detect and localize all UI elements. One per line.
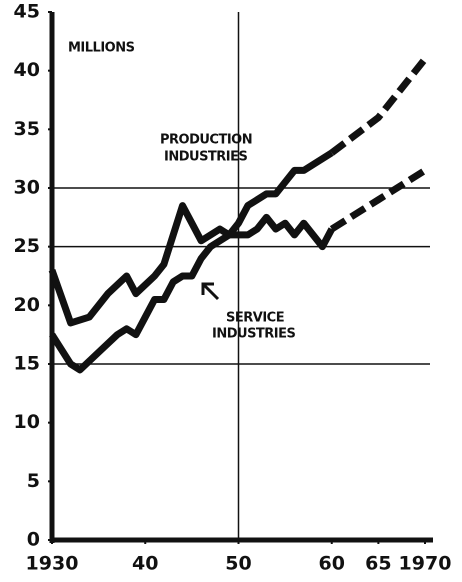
y-tick-label: 5 (27, 470, 40, 492)
annotation: PRODUCTION (160, 133, 252, 148)
series-line (49, 149, 334, 374)
y-tick-label: 35 (14, 118, 40, 140)
annotation: INDUSTRIES (164, 150, 248, 165)
projection-line (329, 167, 427, 233)
series-line (48, 202, 335, 327)
y-tick-label: 40 (14, 59, 40, 81)
x-tick-label: 40 (132, 553, 158, 575)
y-tick-label: 30 (14, 177, 40, 199)
x-tick-label: 65 (365, 553, 391, 575)
x-tick-label: 1930 (26, 553, 79, 575)
y-tick-label: 0 (27, 529, 40, 551)
annotation: SERVICE (226, 311, 284, 326)
y-tick-label: 45 (14, 1, 40, 23)
annotation: INDUSTRIES (212, 327, 296, 342)
projection-line (329, 56, 428, 156)
x-tick-label: 50 (225, 553, 251, 575)
y-tick-label: 10 (14, 411, 40, 433)
x-tick-label: 60 (319, 553, 345, 575)
arrow (201, 282, 220, 301)
y-tick-label: 25 (14, 235, 40, 257)
unit-label: MILLIONS (68, 41, 135, 56)
x-tick-label: 1970 (399, 553, 452, 575)
y-tick-label: 15 (14, 353, 40, 375)
y-tick-label: 20 (14, 294, 40, 316)
